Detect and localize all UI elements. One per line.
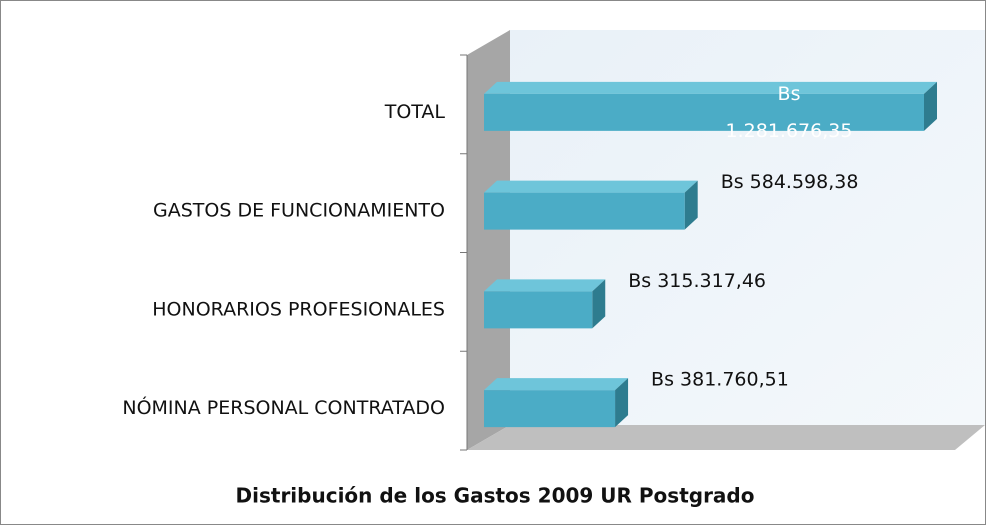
bar <box>484 378 629 428</box>
y-tick-label: NÓMINA PERSONAL CONTRATADO <box>122 395 445 419</box>
bar-face <box>592 279 606 329</box>
bar <box>484 180 698 230</box>
bar-face <box>484 279 606 292</box>
bar-face <box>924 81 937 131</box>
bar-face <box>615 378 629 428</box>
bar-face <box>484 192 685 230</box>
bar <box>484 81 937 131</box>
bar-face <box>484 378 629 391</box>
bar-face <box>484 390 616 428</box>
bar-face <box>484 180 698 193</box>
side-wall <box>467 30 510 450</box>
bar-face <box>484 291 593 329</box>
data-label: Bs 584.598,38 <box>721 171 859 193</box>
data-label: Bs 381.760,51 <box>651 369 789 391</box>
bar-face <box>484 93 924 131</box>
bar <box>484 279 606 329</box>
bar-face <box>484 81 937 94</box>
bar-face <box>684 180 698 230</box>
floor <box>467 425 985 450</box>
y-tick-label: HONORARIOS PROFESIONALES <box>152 298 445 320</box>
y-tick-label: GASTOS DE FUNCIONAMIENTO <box>153 200 445 222</box>
data-label: Bs 315.317,46 <box>628 270 766 292</box>
data-label: Bs 1.281.676,35 <box>726 82 853 141</box>
y-tick-label: TOTAL <box>384 101 446 123</box>
chart-title: Distribución de los Gastos 2009 UR Postg… <box>236 484 755 508</box>
